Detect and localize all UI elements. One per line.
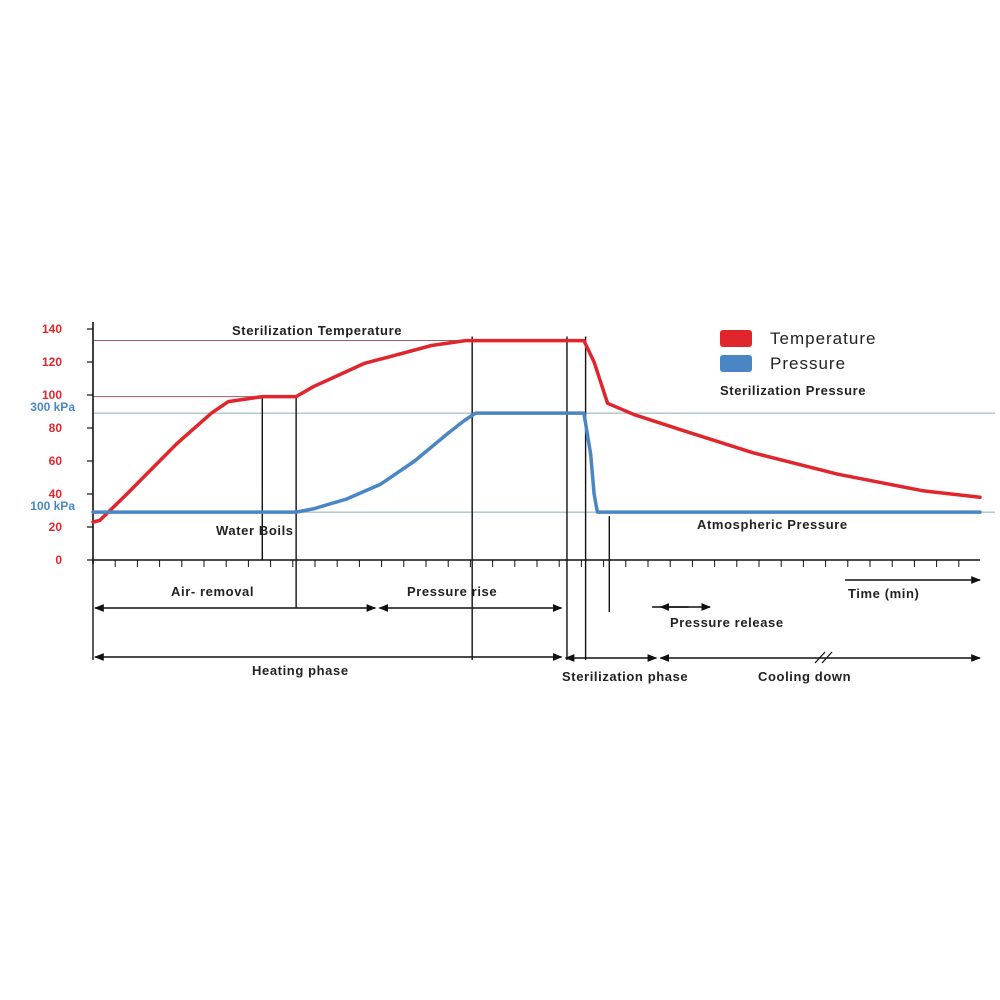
y-tick-label-20: 20 xyxy=(49,520,63,534)
pressure-tick-label-300-kpa: 300 kPa xyxy=(30,400,75,414)
phase-label-pressure-release: Pressure release xyxy=(670,615,784,630)
y-tick-label-140: 140 xyxy=(42,322,62,336)
y-tick-label-100: 100 xyxy=(42,388,62,402)
legend-swatch-temperature xyxy=(720,330,752,347)
phase-label-air-removal: Air- removal xyxy=(171,584,254,599)
y-tick-label-80: 80 xyxy=(49,421,63,435)
label-water-boils: Water Boils xyxy=(216,523,294,538)
y-tick-label-60: 60 xyxy=(49,454,63,468)
y-tick-label-40: 40 xyxy=(49,487,63,501)
axis-break-mark xyxy=(814,651,833,664)
series-line-pressure xyxy=(91,411,982,514)
pressure-tick-label-100-kpa: 100 kPa xyxy=(30,499,75,513)
label-sterilization-pressure: Sterilization Pressure xyxy=(720,383,866,398)
phase-label-pressure-rise: Pressure rise xyxy=(407,584,497,599)
phase-label-cooling-down: Cooling down xyxy=(758,669,851,684)
series-line-temperature xyxy=(91,338,982,524)
legend-swatch-pressure xyxy=(720,355,752,372)
legend-label-temperature: Temperature xyxy=(770,329,876,348)
phase-label-heating-phase: Heating phase xyxy=(252,663,349,678)
y-tick-label-120: 120 xyxy=(42,355,62,369)
phase-label-sterilization-phase: Sterilization phase xyxy=(562,669,688,684)
x-axis-label: Time (min) xyxy=(848,586,920,601)
y-tick-label-0: 0 xyxy=(55,553,62,567)
label-atmospheric-pressure: Atmospheric Pressure xyxy=(697,517,848,532)
label-sterilization-temperature: Sterilization Temperature xyxy=(232,323,402,338)
legend-label-pressure: Pressure xyxy=(770,354,846,373)
